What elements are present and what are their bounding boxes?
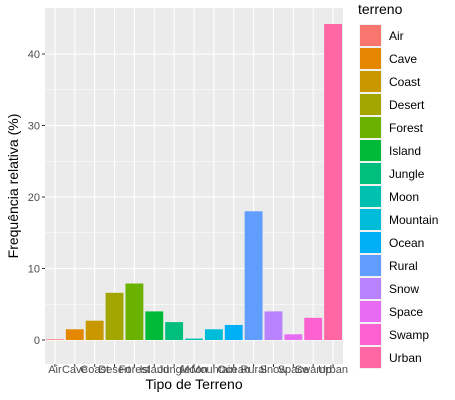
x-tick-label: Rural bbox=[240, 364, 266, 376]
y-tick-label: 20 bbox=[28, 192, 40, 204]
y-axis-title: Frequência relativa (%) bbox=[5, 114, 21, 259]
bar-forest bbox=[125, 283, 144, 340]
x-tick-label: Swamp bbox=[295, 364, 332, 376]
y-tick-label: 10 bbox=[28, 264, 40, 276]
bar-cave bbox=[65, 329, 84, 340]
x-tick-label: Moon bbox=[180, 364, 208, 376]
x-tick-label: Jungle bbox=[158, 364, 190, 376]
bar-swamp bbox=[304, 317, 323, 340]
legend-swatch bbox=[360, 255, 381, 276]
x-tick-label: Space bbox=[278, 364, 309, 376]
legend-swatch bbox=[360, 347, 381, 368]
legend-label: Swamp bbox=[389, 328, 429, 342]
y-tick-label: 0 bbox=[34, 335, 40, 347]
bar-moon bbox=[185, 338, 203, 340]
x-axis-ticks: Air CaveCoastDesertForestIslandJungleMoon… bbox=[48, 364, 348, 376]
x-tick-label: Coast bbox=[80, 364, 109, 376]
legend-label: Mountain bbox=[389, 213, 438, 227]
legend-label: Air bbox=[389, 29, 404, 43]
legend-label: Coast bbox=[389, 75, 421, 89]
bar-rural bbox=[244, 211, 263, 340]
legend-label: Snow bbox=[389, 282, 419, 296]
legend-swatch bbox=[360, 186, 381, 207]
legend-swatch bbox=[360, 209, 381, 230]
bar-jungle bbox=[165, 322, 184, 340]
bars bbox=[45, 23, 343, 340]
bar-space bbox=[284, 334, 303, 340]
legend-label: Ocean bbox=[389, 236, 424, 250]
legend-swatch bbox=[360, 117, 381, 138]
legend-label: Cave bbox=[389, 52, 417, 66]
legend-label: Jungle bbox=[389, 167, 425, 181]
legend-title: terreno bbox=[358, 1, 403, 17]
x-tick-label: Cave bbox=[62, 364, 88, 376]
bar-desert bbox=[105, 292, 124, 340]
legend-swatch bbox=[360, 140, 381, 161]
legend-swatch bbox=[360, 25, 381, 46]
y-axis-ticks: 0 10 20 30 40 bbox=[28, 49, 45, 347]
legend-swatch bbox=[360, 278, 381, 299]
legend-label: Rural bbox=[389, 259, 418, 273]
legend-swatch bbox=[360, 48, 381, 69]
legend-label: Island bbox=[389, 144, 421, 158]
x-tick-label: Air bbox=[48, 364, 62, 376]
bar-snow bbox=[264, 311, 283, 340]
bar-air bbox=[45, 339, 64, 340]
legend-swatch bbox=[360, 71, 381, 92]
legend-label: Desert bbox=[389, 98, 425, 112]
y-tick-label: 30 bbox=[28, 121, 40, 133]
x-tick-label: Snow bbox=[260, 364, 288, 376]
legend-swatch bbox=[360, 163, 381, 184]
bar-island bbox=[145, 311, 164, 340]
legend-swatch bbox=[360, 324, 381, 345]
y-tick-label: 40 bbox=[28, 49, 40, 61]
x-tick-label: Ocean bbox=[218, 364, 250, 376]
legend-label: Urban bbox=[389, 351, 422, 365]
legend-swatch bbox=[360, 232, 381, 253]
x-tick-label: Desert bbox=[98, 364, 130, 376]
legend-swatch bbox=[360, 94, 381, 115]
bar-mountain bbox=[204, 329, 223, 340]
legend-label: Forest bbox=[389, 121, 424, 135]
x-tick-label: Urban bbox=[318, 364, 348, 376]
legend: Air Cave Coast Desert Forest Island Jungle Moon… bbox=[359, 24, 438, 369]
x-tick-label: Forest bbox=[119, 364, 150, 376]
legend-label: Space bbox=[389, 305, 423, 319]
bar-coast bbox=[85, 320, 104, 340]
x-axis-title: Tipo de Terreno bbox=[145, 376, 242, 392]
x-tick-label: Mountain bbox=[191, 364, 236, 376]
bar-ocean bbox=[224, 324, 243, 340]
x-tick-label: Island bbox=[140, 364, 169, 376]
legend-swatch bbox=[360, 301, 381, 322]
bar-urban bbox=[324, 23, 343, 340]
legend-label: Moon bbox=[389, 190, 419, 204]
